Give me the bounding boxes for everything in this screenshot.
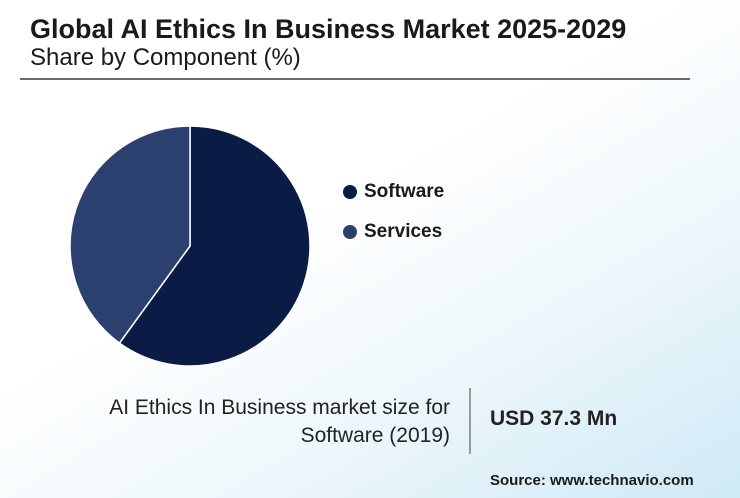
legend: Software Services: [343, 172, 444, 252]
chart-subtitle: Share by Component (%): [30, 44, 301, 71]
pie-slice-software: [118, 125, 311, 367]
pie-slice-services: [69, 125, 191, 345]
legend-label-services: Services: [364, 221, 443, 242]
title-divider: [20, 78, 690, 80]
callout-divider: [469, 388, 471, 454]
legend-label-software: Software: [364, 181, 445, 202]
market-size-label: AI Ethics In Business market size for So…: [109, 396, 450, 447]
legend-swatch-software: [343, 185, 357, 199]
legend-item-software: Software: [343, 172, 444, 212]
market-size-value: USD 37.3 Mn: [490, 407, 618, 430]
chart-title: Global AI Ethics In Business Market 2025…: [30, 14, 627, 44]
legend-item-services: Services: [343, 212, 444, 252]
source-credit: Source: www.technavio.com: [490, 472, 694, 489]
legend-swatch-services: [343, 225, 357, 239]
pie-chart: [69, 125, 311, 367]
